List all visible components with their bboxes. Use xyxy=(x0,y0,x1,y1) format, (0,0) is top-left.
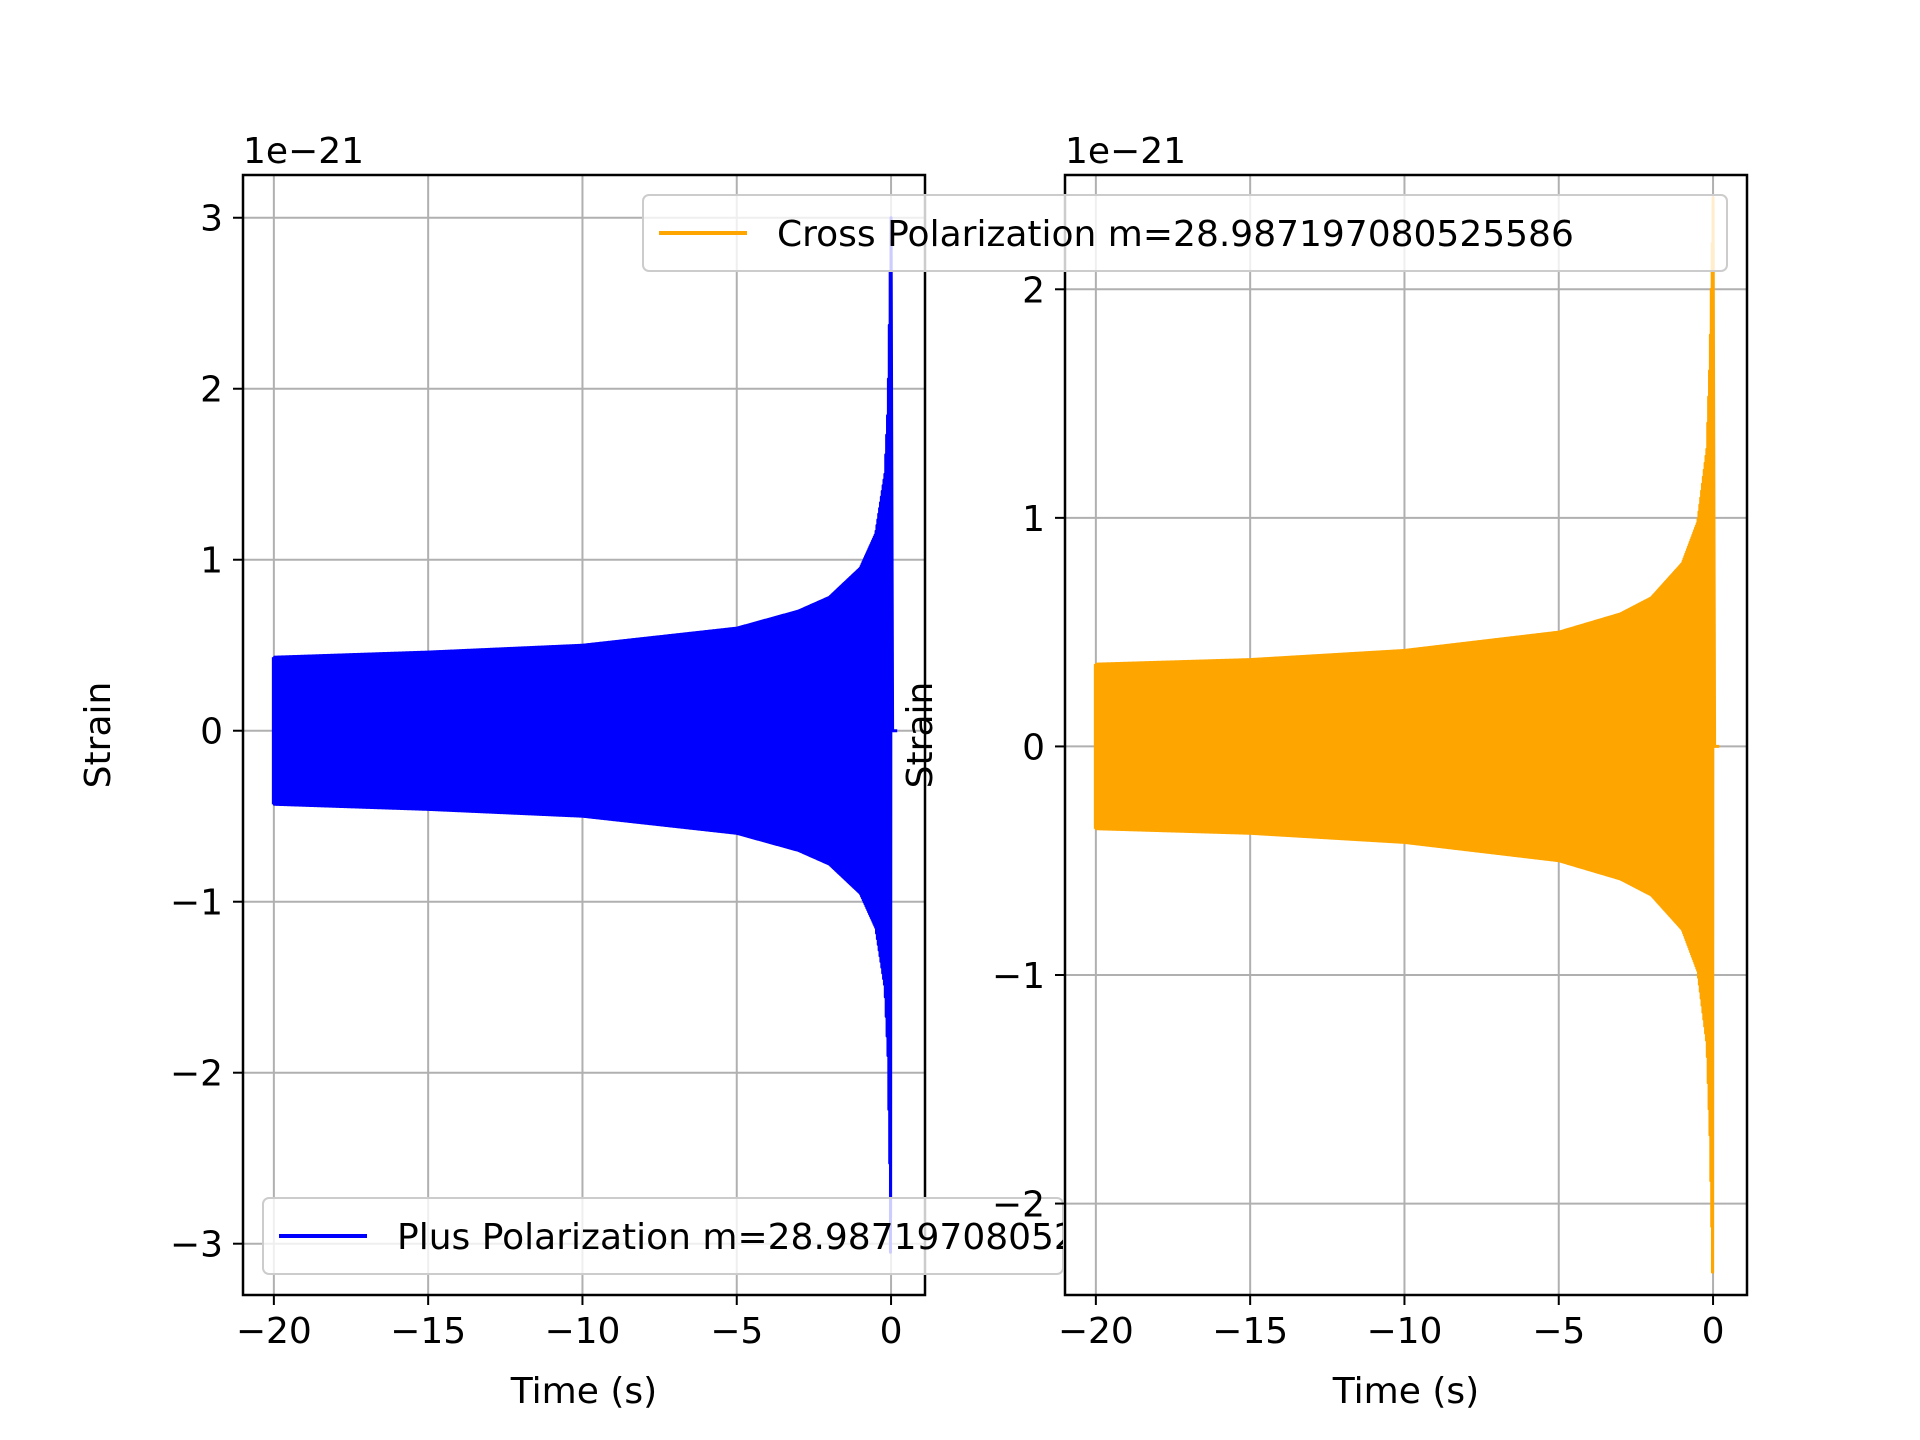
axes-frame xyxy=(241,173,927,1297)
x-axis-label: Time (s) xyxy=(1332,1371,1479,1412)
y-tick-label: −2 xyxy=(170,1054,223,1095)
x-tick-label: −10 xyxy=(544,1311,620,1352)
y-tick-label: 0 xyxy=(200,712,223,753)
legend-box xyxy=(262,1197,1063,1275)
x-tick-label: −20 xyxy=(1058,1311,1134,1352)
legend: Cross Polarization m=28.987197080525586 xyxy=(642,194,1728,272)
y-tick-label: 0 xyxy=(1022,727,1045,768)
x-tick-label: 0 xyxy=(880,1311,903,1352)
series-line-0 xyxy=(272,216,898,1254)
y-axis-label: Strain xyxy=(78,682,119,789)
y-tick-label: 1 xyxy=(1022,499,1045,540)
legend-box xyxy=(642,194,1728,272)
x-tick-label: 0 xyxy=(1702,1311,1725,1352)
series-line-0 xyxy=(1094,196,1720,1274)
x-tick-label: −15 xyxy=(1212,1311,1288,1352)
y-axis-label: Strain xyxy=(900,682,941,789)
y-tick-label: −3 xyxy=(170,1225,223,1266)
y-tick-label: 2 xyxy=(200,370,223,411)
x-tick-label: −5 xyxy=(710,1311,763,1352)
legend-label: Plus Polarization m=28.987197080525586 xyxy=(397,1217,1168,1258)
legend-clip-group: Plus Polarization m=28.987197080525586 xyxy=(262,1197,1168,1275)
axes-frame xyxy=(1063,173,1749,1297)
offset-text: 1e−21 xyxy=(1065,131,1186,172)
legend-label: Cross Polarization m=28.987197080525586 xyxy=(777,214,1574,255)
offset-text: 1e−21 xyxy=(243,131,364,172)
y-tick-label: 1 xyxy=(200,541,223,582)
y-tick-label: −1 xyxy=(170,883,223,924)
y-tick-label: −2 xyxy=(992,1185,1045,1226)
x-axis-label: Time (s) xyxy=(510,1371,657,1412)
y-tick-label: 3 xyxy=(200,199,223,240)
y-tick-label: −1 xyxy=(992,956,1045,997)
y-tick-label: 2 xyxy=(1022,270,1045,311)
plot-area xyxy=(1093,196,1720,1274)
plot-area xyxy=(271,216,898,1254)
x-tick-label: −5 xyxy=(1532,1311,1585,1352)
x-tick-label: −10 xyxy=(1366,1311,1442,1352)
x-tick-label: −20 xyxy=(236,1311,312,1352)
x-tick-label: −15 xyxy=(390,1311,466,1352)
legend: Plus Polarization m=28.987197080525586 xyxy=(262,1197,1168,1275)
